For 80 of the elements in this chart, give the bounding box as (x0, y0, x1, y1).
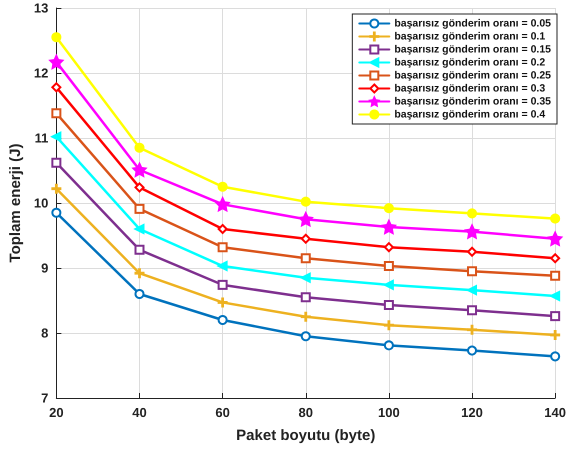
legend-label: başarısız gönderim oranı = 0.4 (394, 108, 546, 120)
x-axis-title: Paket boyutu (byte) (236, 427, 376, 444)
y-tick-label: 11 (34, 130, 48, 146)
point (550, 290, 560, 301)
point (384, 300, 394, 310)
point (384, 320, 394, 330)
point (216, 197, 230, 212)
point (467, 305, 478, 316)
point (134, 289, 144, 299)
legend-label: başarısız gönderim oranı = 0.1 (394, 30, 546, 42)
point (550, 351, 560, 362)
point (51, 82, 62, 92)
point (384, 340, 394, 350)
point (51, 158, 62, 168)
point (218, 261, 228, 272)
point (300, 331, 311, 342)
point (467, 246, 478, 257)
point (218, 315, 228, 325)
y-axis-title: Toplam enerji (J) (7, 144, 24, 262)
x-tick-label: 80 (298, 405, 313, 420)
point (51, 208, 62, 218)
point (300, 292, 311, 302)
point (467, 324, 478, 335)
point (384, 242, 394, 252)
point (49, 54, 64, 69)
point (550, 253, 560, 264)
y-tick-label: 12 (34, 66, 48, 80)
point (134, 224, 144, 234)
point (548, 232, 562, 246)
point (218, 182, 228, 192)
x-tick-label: 140 (544, 405, 566, 420)
legend-label: başarısız gönderim oranı = 0.3 (394, 82, 546, 94)
point (300, 196, 311, 207)
x-tick-label: 20 (49, 405, 64, 420)
y-tick-label: 13 (34, 0, 48, 16)
point (132, 162, 146, 177)
legend-label: başarısız gönderim oranı = 0.25 (394, 70, 552, 82)
legend-label: başarısız gönderim oranı = 0.2 (394, 56, 546, 68)
point (467, 346, 478, 356)
y-tick-label: 7 (41, 390, 48, 406)
point (298, 212, 313, 226)
point (134, 268, 144, 278)
point (465, 224, 480, 239)
point (218, 297, 228, 308)
point (467, 208, 478, 218)
point (384, 280, 394, 290)
x-tick-label: 40 (132, 405, 147, 420)
point (218, 280, 228, 290)
point (51, 108, 62, 118)
point (550, 330, 560, 340)
x-tick-label: 100 (378, 405, 400, 420)
legend-label: başarısız gönderim oranı = 0.05 (394, 18, 552, 30)
point (134, 204, 144, 214)
point (384, 203, 394, 214)
point (382, 220, 396, 234)
point (300, 253, 311, 264)
legend-label: başarısız gönderim oranı = 0.15 (394, 44, 552, 56)
point (134, 182, 144, 192)
point (51, 32, 62, 42)
y-tick-label: 10 (34, 196, 48, 210)
legend-label: başarısız gönderim oranı = 0.35 (394, 96, 552, 108)
point (550, 311, 560, 322)
x-tick-label: 120 (461, 405, 483, 420)
point (218, 224, 228, 234)
point (467, 266, 478, 276)
point (300, 234, 311, 244)
point (550, 270, 560, 281)
point (300, 272, 311, 283)
x-tick-label: 60 (215, 405, 230, 420)
point (134, 244, 144, 255)
point (51, 184, 62, 194)
y-tick-label: 9 (41, 260, 48, 276)
point (218, 242, 228, 252)
point (550, 214, 560, 224)
point (384, 261, 394, 272)
point (300, 312, 311, 322)
y-tick-label: 8 (41, 326, 48, 340)
point (134, 142, 144, 153)
point (467, 285, 478, 296)
point (51, 132, 62, 142)
